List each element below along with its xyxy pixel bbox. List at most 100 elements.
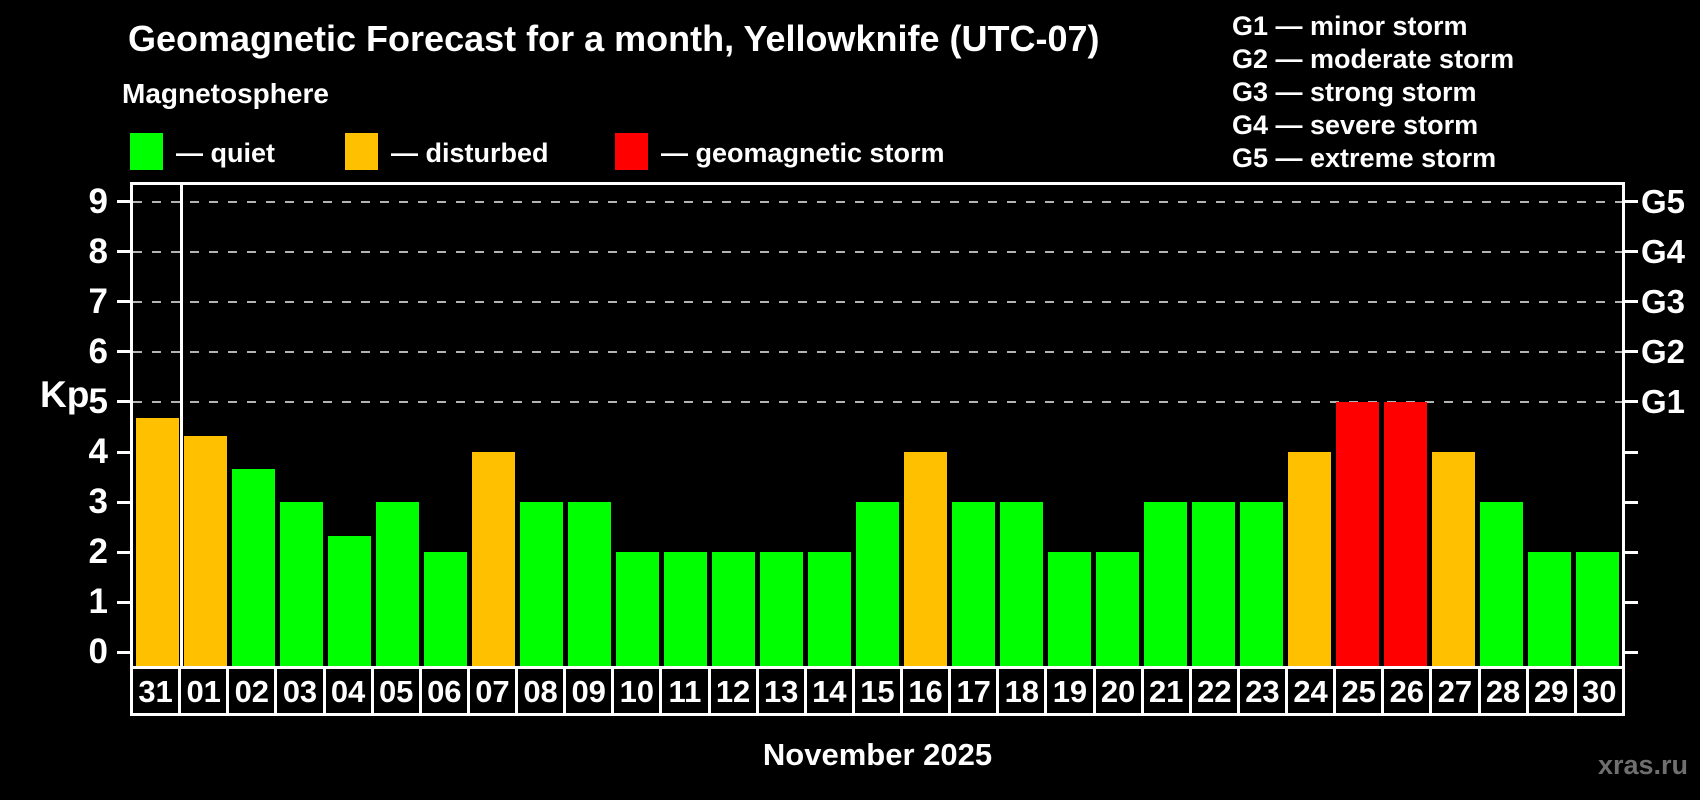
right-axis-label-g5: G5 [1641,182,1686,220]
legend-label-disturbed: — disturbed [391,138,549,168]
right-axis-label-g4: G4 [1641,232,1686,270]
gridline-kp-6 [133,350,1622,353]
bar-day-10 [615,552,659,669]
bar-day-20 [1096,552,1140,669]
day-label-22: 22 [1188,666,1240,716]
right-tick-4 [1625,450,1638,454]
day-label-28: 28 [1477,666,1529,716]
y-tick-label-8: 8 [88,231,108,271]
day-label-23: 23 [1236,666,1288,716]
day-label-20: 20 [1092,666,1144,716]
day-label-19: 19 [1044,666,1096,716]
plot-area: 0 1 2 3 4 5 6 7 8 9 G1 G2 G3 G4 G5 [89,182,1686,672]
right-tick-9 [1625,200,1638,204]
right-tick-1 [1625,600,1638,604]
y-tick-label-5: 5 [88,381,108,421]
g-legend-line-2: G2 — moderate storm [1232,44,1515,74]
bar-day-29 [1528,552,1572,669]
x-axis-day-strip: 31 01 02 03 04 05 06 07 08 09 10 11 12 13 14 15 16 17 18 19… [130,666,1625,716]
g-legend-line-5: G5 — extreme storm [1232,143,1497,173]
bar-day-09 [567,502,611,669]
y-tick-8 [117,250,130,254]
y-axis-label: Kp [40,374,90,415]
legend-swatch-disturbed [345,133,378,170]
bar-day-28 [1480,502,1524,669]
y-tick-2 [117,550,130,554]
bar-day-16 [904,452,948,669]
y-tick-1 [117,600,130,604]
day-label-04: 04 [322,666,374,716]
gridline-kp-8 [133,250,1622,253]
right-tick-6 [1625,350,1638,354]
right-axis-label-g3: G3 [1641,282,1686,320]
right-tick-5 [1625,400,1638,404]
y-tick-label-2: 2 [88,532,108,572]
day-label-18: 18 [996,666,1048,716]
y-tick-0 [117,650,130,654]
bar-day-31 [135,418,179,669]
y-tick-6 [117,350,130,354]
gridline-kp-7 [133,300,1622,303]
right-axis-label-g1: G1 [1641,382,1686,420]
day-label-10: 10 [611,666,663,716]
bar-day-02 [231,468,275,669]
y-tick-label-7: 7 [88,281,108,321]
day-label-06: 06 [418,666,470,716]
day-label-14: 14 [803,666,855,716]
g-levels-legend: G1 — minor storm G2 — moderate storm G3 — … [1232,10,1514,175]
y-tick-5 [117,400,130,404]
bar-day-03 [279,502,323,669]
day-label-27: 27 [1429,666,1481,716]
bar-day-06 [423,552,467,669]
day-label-25: 25 [1333,666,1385,716]
day-label-24: 24 [1285,666,1337,716]
bar-day-08 [519,502,563,669]
right-tick-2 [1625,550,1638,554]
day-label-16: 16 [900,666,952,716]
y-tick-label-4: 4 [88,432,108,472]
legend-label-storm: — geomagnetic storm [661,138,945,168]
bar-day-11 [663,552,707,669]
bar-day-30 [1576,552,1620,669]
bar-day-04 [327,535,371,669]
day-label-12: 12 [707,666,759,716]
x-axis-label: November 2025 [762,737,993,772]
y-tick-9 [117,200,130,204]
bar-day-22 [1192,502,1236,669]
month-separator-line [179,185,183,669]
y-tick-label-9: 9 [88,181,108,221]
y-tick-label-0: 0 [88,632,108,672]
right-tick-0 [1625,650,1638,654]
g-legend-line-1: G1 — minor storm [1232,11,1468,41]
legend-swatch-storm [615,133,648,170]
day-label-01: 01 [178,666,230,716]
right-axis-label-g2: G2 [1641,332,1686,370]
bar-day-25 [1336,401,1380,669]
bar-day-12 [711,552,755,669]
bar-day-13 [759,552,803,669]
day-label-07: 07 [466,666,518,716]
g-legend-line-4: G4 — severe storm [1232,110,1479,140]
bar-day-15 [855,502,899,669]
y-tick-7 [117,300,130,304]
bar-day-23 [1240,502,1284,669]
bar-day-17 [952,502,996,669]
y-tick-3 [117,500,130,504]
y-tick-4 [117,450,130,454]
g-legend-line-3: G3 — strong storm [1232,77,1477,107]
day-label-05: 05 [370,666,422,716]
day-label-30: 30 [1573,666,1625,716]
legend-label-quiet: — quiet [176,138,275,168]
bar-day-26 [1384,401,1428,669]
right-tick-7 [1625,300,1638,304]
page-title: Geomagnetic Forecast for a month, Yellow… [128,18,1100,59]
bar-day-18 [1000,502,1044,669]
bar-day-27 [1432,452,1476,669]
watermark: xras.ru [1597,750,1688,780]
day-label-15: 15 [851,666,903,716]
day-label-29: 29 [1525,666,1577,716]
day-label-02: 02 [226,666,278,716]
bar-day-21 [1144,502,1188,669]
gridline-kp-9 [133,200,1622,203]
